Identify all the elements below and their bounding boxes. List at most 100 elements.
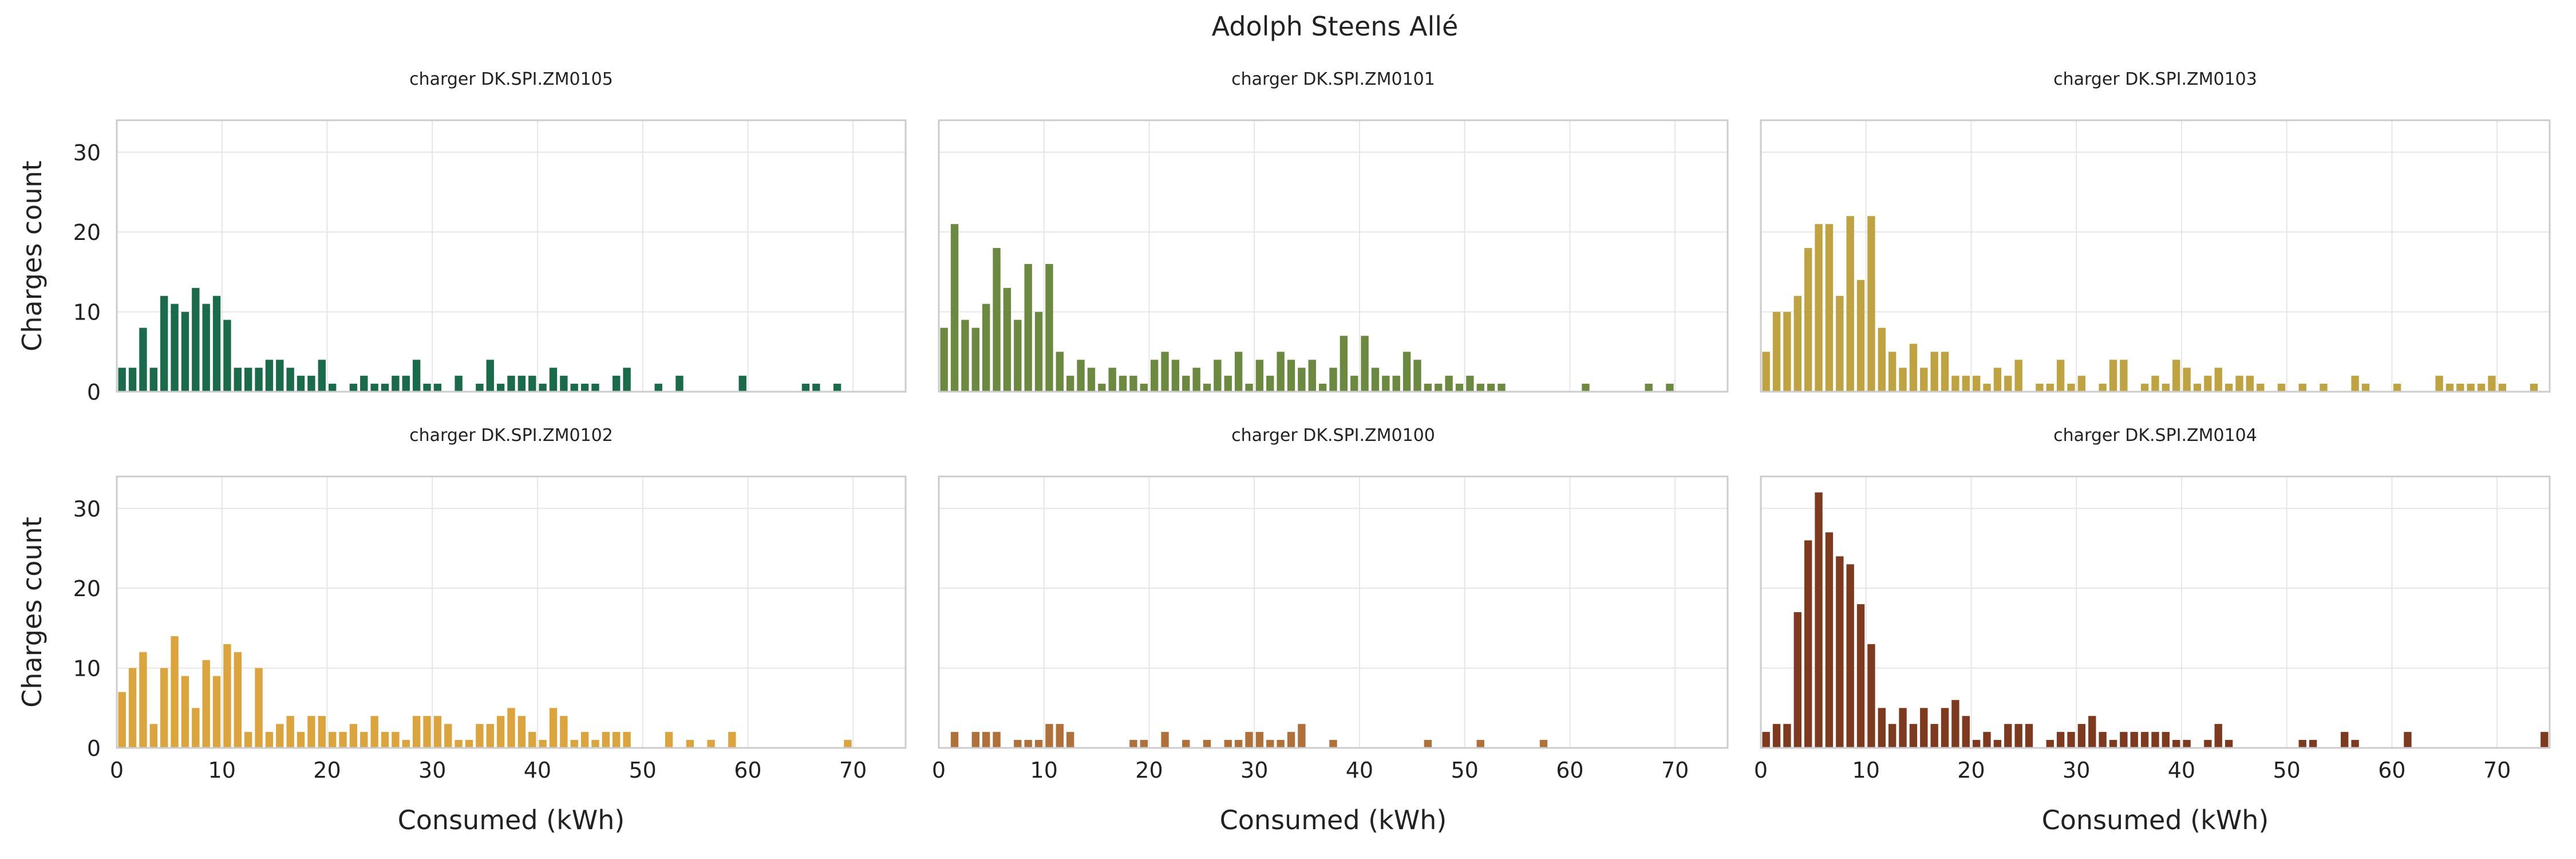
histogram-bar	[2025, 724, 2033, 748]
histogram-bar	[1993, 740, 2002, 748]
histogram-bar	[539, 740, 547, 748]
histogram-bar	[171, 304, 179, 392]
histogram-bar	[613, 376, 621, 392]
histogram-bar	[801, 384, 810, 392]
x-tick-label: 30	[1240, 758, 1268, 783]
histogram-bar	[255, 368, 263, 392]
y-axis-label: Charges count	[17, 160, 48, 351]
histogram-bar	[1962, 716, 1970, 748]
histogram-bar	[1392, 376, 1400, 392]
x-axis-label: Consumed (kWh)	[1220, 805, 1447, 836]
histogram-bar	[360, 376, 368, 392]
histogram-bar	[1171, 360, 1180, 392]
histogram-bar	[149, 368, 157, 392]
histogram-bar	[686, 740, 694, 748]
histogram-bar	[1476, 384, 1484, 392]
histogram-bar	[2530, 384, 2538, 392]
histogram-bar	[961, 320, 969, 392]
histogram-bar	[1878, 328, 1886, 392]
histogram-bar	[1308, 360, 1316, 392]
histogram-bar	[1899, 708, 1907, 748]
histogram-bar	[234, 652, 242, 748]
histogram-bar	[2120, 360, 2128, 392]
histogram-bar	[496, 716, 505, 748]
histogram-bar	[1867, 644, 1875, 748]
histogram-bar	[591, 740, 599, 748]
histogram-bar	[433, 716, 442, 748]
histogram-bar	[2309, 740, 2317, 748]
chart-panel: charger DK.SPI.ZM0103	[1760, 69, 2551, 393]
histogram-bar	[1182, 376, 1190, 392]
x-tick-label: 70	[1661, 758, 1689, 783]
histogram-bar	[149, 724, 157, 748]
histogram-bar	[2088, 716, 2096, 748]
histogram-bar	[202, 304, 210, 392]
histogram-bar	[1287, 732, 1295, 748]
histogram-bar	[2541, 732, 2549, 748]
histogram-bar	[328, 732, 337, 748]
x-tick-label: 10	[1030, 758, 1058, 783]
histogram-bar	[1455, 384, 1464, 392]
histogram-bar	[1762, 732, 1770, 748]
histogram-bar	[1266, 376, 1274, 392]
histogram-bar	[1888, 352, 1897, 392]
histogram-bar	[982, 304, 990, 392]
histogram-bar	[940, 328, 948, 392]
histogram-bar	[192, 708, 200, 748]
histogram-bar	[1224, 740, 1232, 748]
histogram-bar	[1108, 368, 1116, 392]
histogram-bar	[1941, 352, 1949, 392]
histogram-bar	[2235, 376, 2243, 392]
histogram-bar	[2498, 384, 2507, 392]
x-tick-label: 60	[734, 758, 761, 783]
histogram-bar	[181, 676, 189, 748]
histogram-bar	[2193, 384, 2202, 392]
histogram-bar	[139, 328, 147, 392]
histogram-bar	[212, 676, 221, 748]
histogram-bar	[2204, 376, 2212, 392]
histogram-bar	[1951, 700, 1959, 748]
subplot-title: charger DK.SPI.ZM0103	[2053, 69, 2257, 89]
plot-frame	[1760, 119, 2551, 393]
histogram-bar	[993, 248, 1001, 392]
histogram-bar	[1772, 312, 1781, 392]
plot-frame	[938, 475, 1729, 749]
histogram-bar	[1941, 708, 1949, 748]
y-tick-label: 10	[73, 300, 101, 325]
histogram-bar	[244, 732, 252, 748]
histogram-bar	[950, 732, 959, 748]
histogram-bar	[1413, 360, 1421, 392]
histogram-bar	[1245, 732, 1253, 748]
histogram-bar	[528, 732, 536, 748]
histogram-bar	[128, 668, 137, 748]
histogram-bar	[160, 668, 168, 748]
histogram-bar	[2298, 384, 2306, 392]
histogram-bar	[2172, 360, 2180, 392]
histogram-bar	[2130, 732, 2138, 748]
histogram-bar	[2151, 376, 2159, 392]
histogram-bar	[486, 724, 494, 748]
histogram-bar	[2225, 384, 2233, 392]
histogram-bar	[2467, 384, 2475, 392]
x-tick-label: 40	[1346, 758, 1373, 783]
x-tick-label: 60	[1556, 758, 1583, 783]
histogram-bar	[265, 732, 274, 748]
y-axis-label: Charges count	[17, 517, 48, 707]
histogram-bar	[2046, 384, 2054, 392]
histogram-bar	[1856, 279, 1865, 392]
x-axis-label: Consumed (kWh)	[2042, 805, 2269, 836]
histogram-bar	[1003, 287, 1012, 392]
histogram-bar	[2014, 724, 2022, 748]
histogram-bar	[2435, 376, 2443, 392]
x-tick-label: 50	[2273, 758, 2300, 783]
histogram-bar	[517, 376, 526, 392]
histogram-bar	[1498, 384, 1506, 392]
histogram-bar	[1255, 360, 1264, 392]
histogram-bar	[223, 320, 231, 392]
histogram-bar	[580, 732, 589, 748]
histogram-bar	[1119, 376, 1127, 392]
histogram-bar	[392, 732, 400, 748]
histogram-bar	[1129, 740, 1137, 748]
histogram-bar	[1899, 368, 1907, 392]
histogram-bar	[950, 224, 959, 392]
